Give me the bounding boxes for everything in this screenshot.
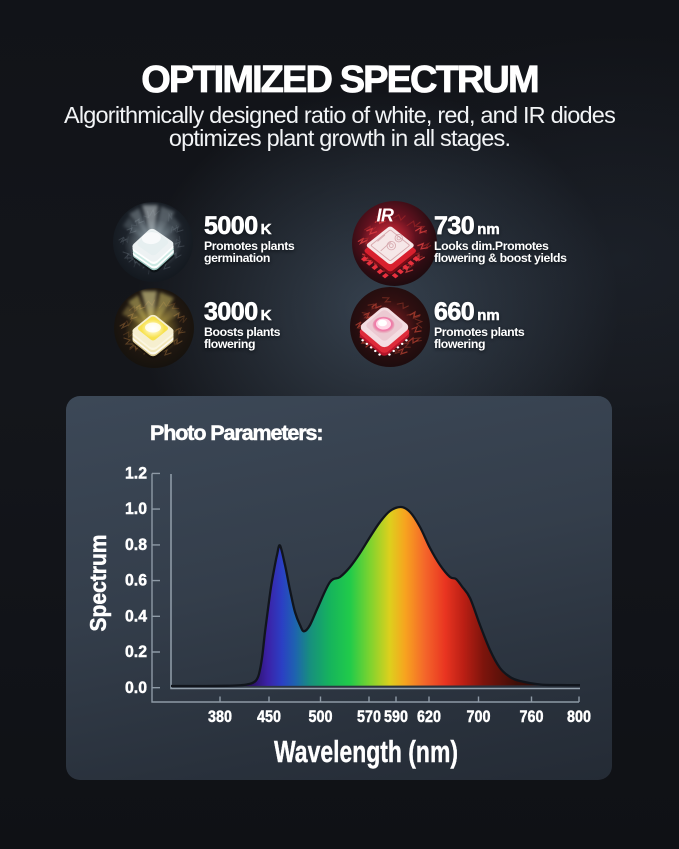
svg-text:570: 570 xyxy=(357,707,381,726)
svg-text:1.0: 1.0 xyxy=(125,500,147,518)
svg-text:1.2: 1.2 xyxy=(125,465,147,483)
svg-text:IR: IR xyxy=(376,206,393,226)
svg-text:0.0: 0.0 xyxy=(125,679,147,697)
svg-text:Wavelength (nm): Wavelength (nm) xyxy=(274,734,458,769)
svg-text:450: 450 xyxy=(257,707,281,726)
svg-text:590: 590 xyxy=(384,707,408,726)
svg-text:Spectrum: Spectrum xyxy=(85,535,111,632)
svg-text:800: 800 xyxy=(567,707,591,726)
svg-text:760: 760 xyxy=(520,707,544,726)
svg-text:0.4: 0.4 xyxy=(125,607,148,625)
svg-text:0.2: 0.2 xyxy=(125,643,147,661)
svg-text:700: 700 xyxy=(467,707,491,726)
svg-text:0.6: 0.6 xyxy=(125,572,147,590)
svg-text:0.8: 0.8 xyxy=(125,536,147,554)
svg-text:620: 620 xyxy=(417,707,441,726)
svg-text:380: 380 xyxy=(208,707,232,726)
svg-text:500: 500 xyxy=(309,707,333,726)
